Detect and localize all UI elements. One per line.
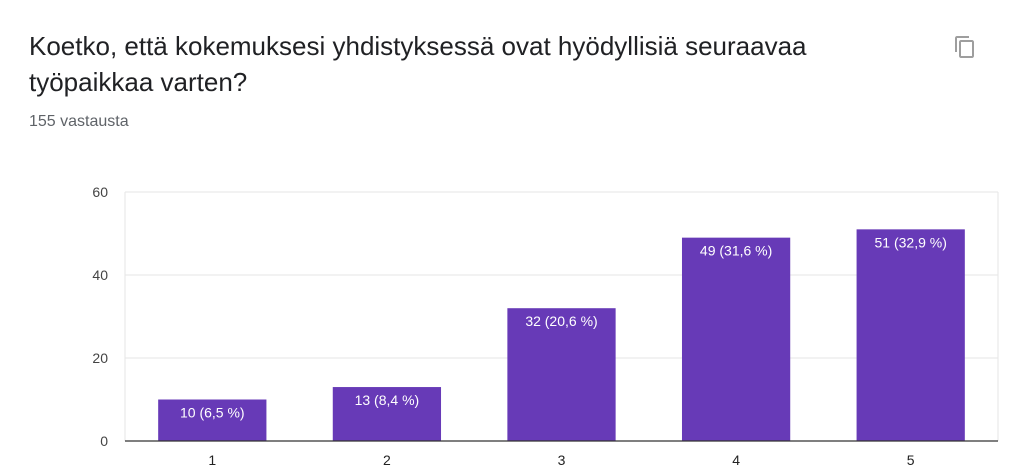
bar-data-label: 49 (31,6 %): [700, 243, 772, 259]
question-title: Koetko, että kokemuksesi yhdistyksessä o…: [29, 31, 807, 97]
bar: [681, 237, 791, 441]
bar-data-label: 13 (8,4 %): [355, 392, 420, 408]
data-labels: 10 (6,5 %) 13 (8,4 %) 32 (20,6 %) 49 (31,6 …: [180, 234, 947, 420]
bar: [507, 308, 616, 441]
x-axis-ticks: 1 2 3 4 5: [208, 452, 914, 468]
y-tick-label: 60: [92, 184, 108, 200]
y-axis-ticks: 0 20 40 60: [92, 184, 108, 449]
bar: [332, 387, 442, 441]
copy-icon: [955, 36, 974, 58]
bars: [158, 229, 965, 441]
x-tick-label: 4: [732, 452, 740, 468]
copy-chart-button[interactable]: [948, 30, 982, 64]
x-tick-label: 3: [558, 452, 566, 468]
x-tick-label: 5: [907, 452, 915, 468]
bar: [158, 399, 267, 441]
x-tick-label: 2: [383, 452, 391, 468]
y-tick-label: 40: [92, 267, 108, 283]
bar-data-label: 10 (6,5 %): [180, 405, 245, 421]
bar-data-label: 51 (32,9 %): [875, 234, 947, 250]
response-count: 155 vastausta: [29, 113, 129, 130]
bar: [856, 229, 965, 441]
bar-data-label: 32 (20,6 %): [525, 313, 597, 329]
y-tick-label: 20: [92, 350, 108, 366]
x-tick-label: 1: [208, 452, 216, 468]
y-tick-label: 0: [100, 433, 108, 449]
